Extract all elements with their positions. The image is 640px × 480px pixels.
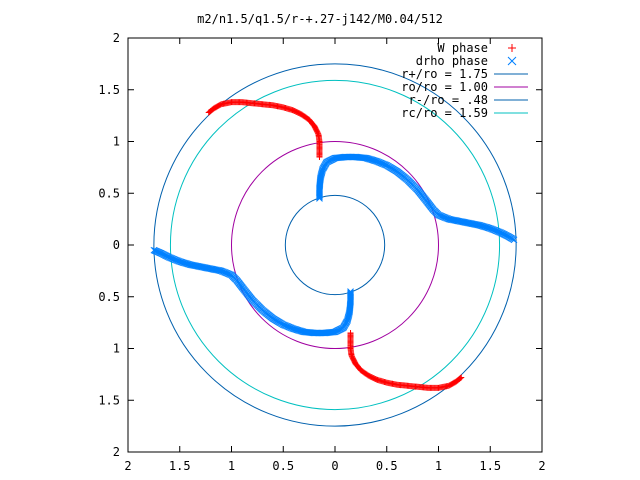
legend-cross-sample <box>507 56 517 66</box>
points-layer <box>150 99 518 391</box>
ticks-layer <box>127 37 543 453</box>
circle-2 <box>284 194 386 296</box>
drho-phase-point <box>485 224 493 232</box>
x-tick-label: 2 <box>124 459 131 473</box>
drho-phase-point <box>150 246 158 254</box>
drho-phase-point <box>318 167 326 174</box>
legend-label: rc/ro = 1.59 <box>401 106 488 120</box>
x-tick-label: 0.5 <box>376 459 398 473</box>
drho-phase-point <box>344 316 352 323</box>
legend-label: r-/ro = .48 <box>409 93 488 107</box>
drho-phase-point <box>371 157 379 165</box>
x-tick-label: 1 <box>228 459 235 473</box>
y-tick-label: 1.5 <box>98 83 120 97</box>
circle-3 <box>169 79 501 411</box>
circles-layer <box>153 63 517 427</box>
legend-label: drho phase <box>416 54 488 68</box>
legend-label: r+/ro = 1.75 <box>401 67 488 81</box>
y-tick-label: 0 <box>113 238 120 252</box>
drho-phase-point <box>510 236 518 244</box>
drho-phase-point <box>177 258 185 266</box>
legend-label: ro/ro = 1.00 <box>401 80 488 94</box>
x-tick-label: 1.5 <box>479 459 501 473</box>
circle-1 <box>231 141 439 349</box>
x-tick-label: 0.5 <box>272 459 294 473</box>
w-phase-point <box>316 154 323 161</box>
y-tick-label: 2 <box>113 31 120 45</box>
w-phase-point <box>457 375 464 382</box>
x-tick-label: 1 <box>435 459 442 473</box>
y-tick-label: 0.5 <box>98 186 120 200</box>
y-tick-label: 1.5 <box>98 393 120 407</box>
legend-label: W phase <box>437 41 488 55</box>
x-tick-label: 2 <box>538 459 545 473</box>
x-tick-label: 0 <box>331 459 338 473</box>
drho-phase-point <box>291 325 299 333</box>
x-tick-label: 1.5 <box>169 459 191 473</box>
circle-0 <box>153 63 517 427</box>
tick-labels-layer: 2 1.5 1 0.5 0 0.5 1 1.5 221.510.500.511.52 <box>98 31 545 473</box>
y-tick-label: 2 <box>113 445 120 459</box>
y-tick-label: 0.5 <box>98 290 120 304</box>
legend-plus-sample <box>508 44 516 52</box>
w-phase-point <box>458 374 465 381</box>
y-tick-label: 1 <box>113 135 120 149</box>
y-tick-label: 1 <box>113 342 120 356</box>
chart-title: m2/n1.5/q1.5/r-+.27-j142/M0.04/512 <box>197 12 443 26</box>
